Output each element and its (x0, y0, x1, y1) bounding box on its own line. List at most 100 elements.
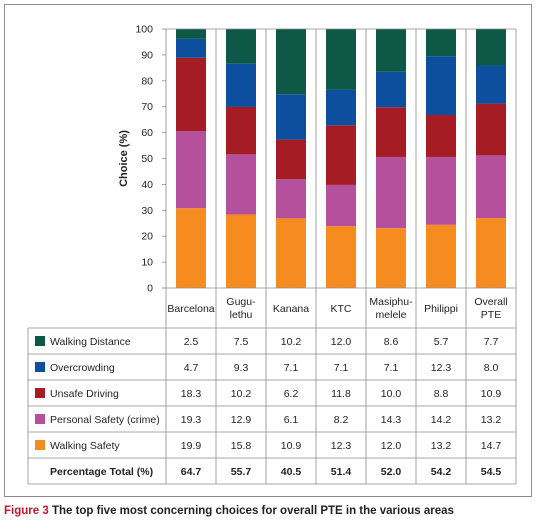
bar-segment (476, 155, 506, 219)
total-row-cell: 40.5 (281, 466, 302, 478)
category-label: melele (376, 309, 407, 321)
bar-segment (326, 29, 356, 90)
legend-swatch (35, 414, 45, 424)
table-cell: 14.2 (431, 414, 452, 426)
table-cell: 14.3 (381, 414, 402, 426)
table-cell: 5.7 (434, 336, 449, 348)
y-tick-label: 20 (141, 231, 153, 243)
table-cell: 8.2 (334, 414, 349, 426)
total-row-cell: 52.0 (381, 466, 402, 478)
total-row-cell: 64.7 (181, 466, 202, 478)
table-cell: 13.2 (481, 414, 502, 426)
table-cell: 2.5 (184, 336, 199, 348)
bar-segment (226, 63, 256, 107)
caption-figure-label: Figure 3 (4, 505, 49, 517)
y-tick-label: 50 (141, 153, 153, 165)
table-cell: 6.2 (284, 388, 299, 400)
bar-segment (176, 38, 206, 58)
table-cell: 11.8 (331, 388, 351, 400)
category-label: Philippi (424, 303, 458, 315)
y-axis-title: Choice (%) (118, 130, 130, 187)
category-label: Barcelona (167, 303, 214, 315)
bar-segment (476, 29, 506, 66)
table-cell: 7.1 (384, 362, 399, 374)
table-cell: 8.0 (484, 362, 499, 374)
bar-segment (226, 29, 256, 64)
table-cell: 12.3 (331, 440, 352, 452)
stacked-bar-chart: 0 10 20 30 40 50 60 70 80 90 100 Choice (%) Barcelon… (27, 24, 517, 485)
figure-frame: 0 10 20 30 40 50 60 70 80 90 100 Choice (%) Barcelon… (4, 4, 532, 497)
table-cell: 10.9 (281, 440, 302, 452)
legend-swatch (35, 362, 45, 372)
bar-segment (176, 131, 206, 209)
y-tick-label: 70 (141, 101, 153, 113)
table-cell: 19.9 (181, 440, 202, 452)
legend-label: Walking Distance (50, 336, 131, 348)
bar-segment (476, 65, 506, 104)
bar-segment (426, 56, 456, 115)
category-label: lethu (230, 309, 253, 321)
bar-segment (376, 156, 406, 229)
bar-segment (276, 29, 306, 95)
bar-segment (176, 57, 206, 132)
bar-segment (276, 94, 306, 140)
table-cell: 18.3 (181, 388, 202, 400)
legend-swatch (35, 388, 45, 398)
caption-text: The top five most concerning choices for… (51, 505, 454, 517)
legend-label: Unsafe Driving (50, 388, 119, 400)
bar-segment (376, 228, 406, 288)
category-label: Masiphu- (369, 296, 413, 308)
bar-segment (376, 107, 406, 157)
total-row-cell: 54.2 (431, 466, 452, 478)
table-cell: 14.7 (481, 440, 502, 452)
bar-segment (326, 226, 356, 288)
table-cell: 10.2 (281, 336, 302, 348)
bar-segment (326, 184, 356, 227)
table-cell: 10.0 (381, 388, 402, 400)
bar-segment (326, 125, 356, 185)
y-tick-label: 90 (141, 49, 153, 61)
legend-swatch (35, 336, 45, 346)
table-cell: 12.0 (381, 440, 402, 452)
bar-segment (226, 154, 256, 215)
bar-segment (276, 218, 306, 288)
table-cell: 12.9 (231, 414, 252, 426)
table-cell: 19.3 (181, 414, 202, 426)
bar-segment (376, 71, 406, 108)
y-tick-label: 100 (135, 24, 153, 36)
bar-segment (326, 89, 356, 126)
total-row-cell: 54.5 (481, 466, 502, 478)
bar-segment (176, 208, 206, 288)
y-tick-label: 80 (141, 75, 153, 87)
table-cell: 10.9 (481, 388, 502, 400)
bar-segment (476, 103, 506, 156)
table-cell: 15.8 (231, 440, 252, 452)
legend-label: Overcrowding (50, 362, 115, 374)
y-tick-label: 0 (147, 283, 153, 295)
bar-segment (226, 214, 256, 288)
figure-caption: Figure 3 The top five most concerning ch… (4, 505, 534, 517)
bar-segment (226, 106, 256, 155)
category-label: PTE (481, 309, 501, 321)
category-label: Kanana (273, 303, 309, 315)
table-cell: 10.2 (231, 388, 252, 400)
bar-segment (376, 29, 406, 72)
y-tick-label: 60 (141, 127, 153, 139)
table-cell: 12.3 (431, 362, 452, 374)
table-cell: 7.1 (334, 362, 349, 374)
legend-swatch (35, 440, 45, 450)
total-row-label: Percentage Total (%) (50, 466, 153, 478)
bar-segment (476, 218, 506, 288)
y-tick-label: 40 (141, 179, 153, 191)
bar-segment (276, 139, 306, 180)
category-label: Overall (474, 296, 507, 308)
bar-segment (176, 29, 206, 39)
table-cell: 9.3 (234, 362, 249, 374)
table-cell: 7.5 (234, 336, 249, 348)
table-cell: 8.8 (434, 388, 449, 400)
y-tick-label: 10 (141, 257, 153, 269)
legend-label: Walking Safety (50, 440, 120, 452)
total-row-cell: 51.4 (331, 466, 352, 478)
bar-segment (426, 29, 456, 57)
table-cell: 12.0 (331, 336, 352, 348)
